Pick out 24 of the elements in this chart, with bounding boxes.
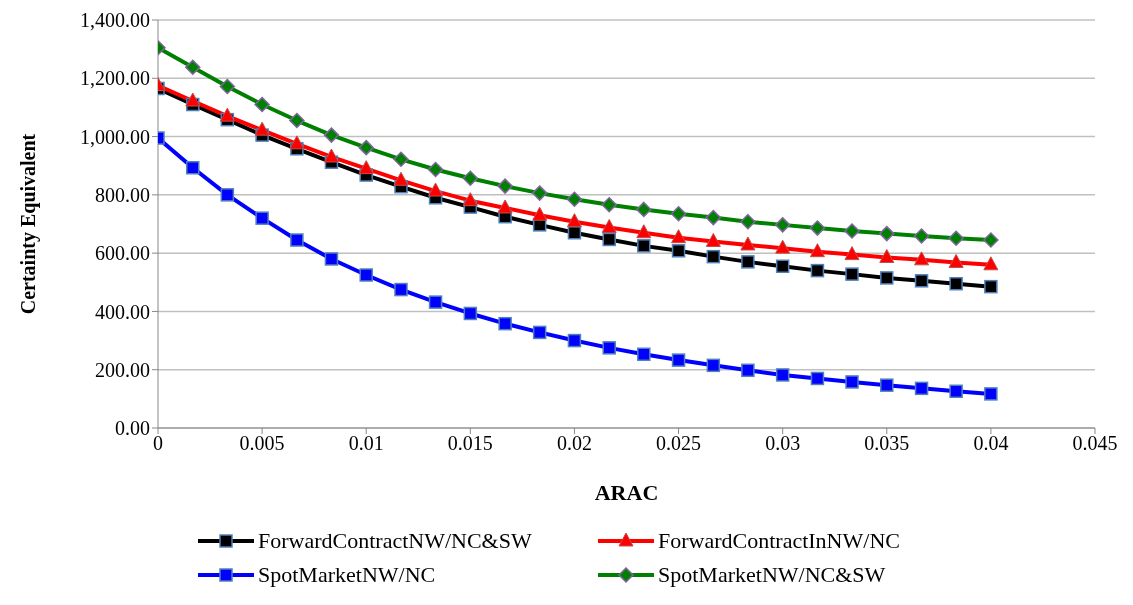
x-tick-label: 0.045 — [1072, 432, 1118, 455]
x-tick-label: 0.035 — [864, 432, 910, 455]
x-tick-label: 0.03 — [765, 432, 801, 455]
x-axis-title: ARAC — [594, 480, 659, 505]
y-tick-label: 400.00 — [95, 300, 150, 323]
x-tick-label: 0.025 — [656, 432, 702, 455]
y-tick-label: 200.00 — [95, 358, 150, 381]
x-tick-label: 0.015 — [447, 432, 493, 455]
x-tick-label: 0.04 — [973, 432, 1009, 455]
x-tick-label: 0.02 — [556, 432, 592, 455]
y-axis-title: Certainty Equivalent — [17, 133, 41, 315]
legend-label: ForwardContractNW/NC&SW — [258, 528, 532, 554]
legend-label: SpotMarketNW/NC — [258, 562, 436, 588]
y-tick-label: 800.00 — [95, 183, 150, 206]
legend-label: SpotMarketNW/NC&SW — [658, 562, 886, 588]
y-tick-label: 1,000.00 — [80, 125, 150, 148]
legend-label: ForwardContractInNW/NC — [658, 528, 900, 554]
y-tick-label: 0.00 — [115, 417, 150, 440]
x-tick-label: 0.005 — [239, 432, 285, 455]
y-tick-label: 600.00 — [95, 242, 150, 265]
y-tick-label: 1,200.00 — [80, 67, 150, 90]
x-tick-label: 0.01 — [348, 432, 384, 455]
x-tick-label: 0 — [153, 432, 163, 455]
y-tick-label: 1,400.00 — [80, 9, 150, 32]
